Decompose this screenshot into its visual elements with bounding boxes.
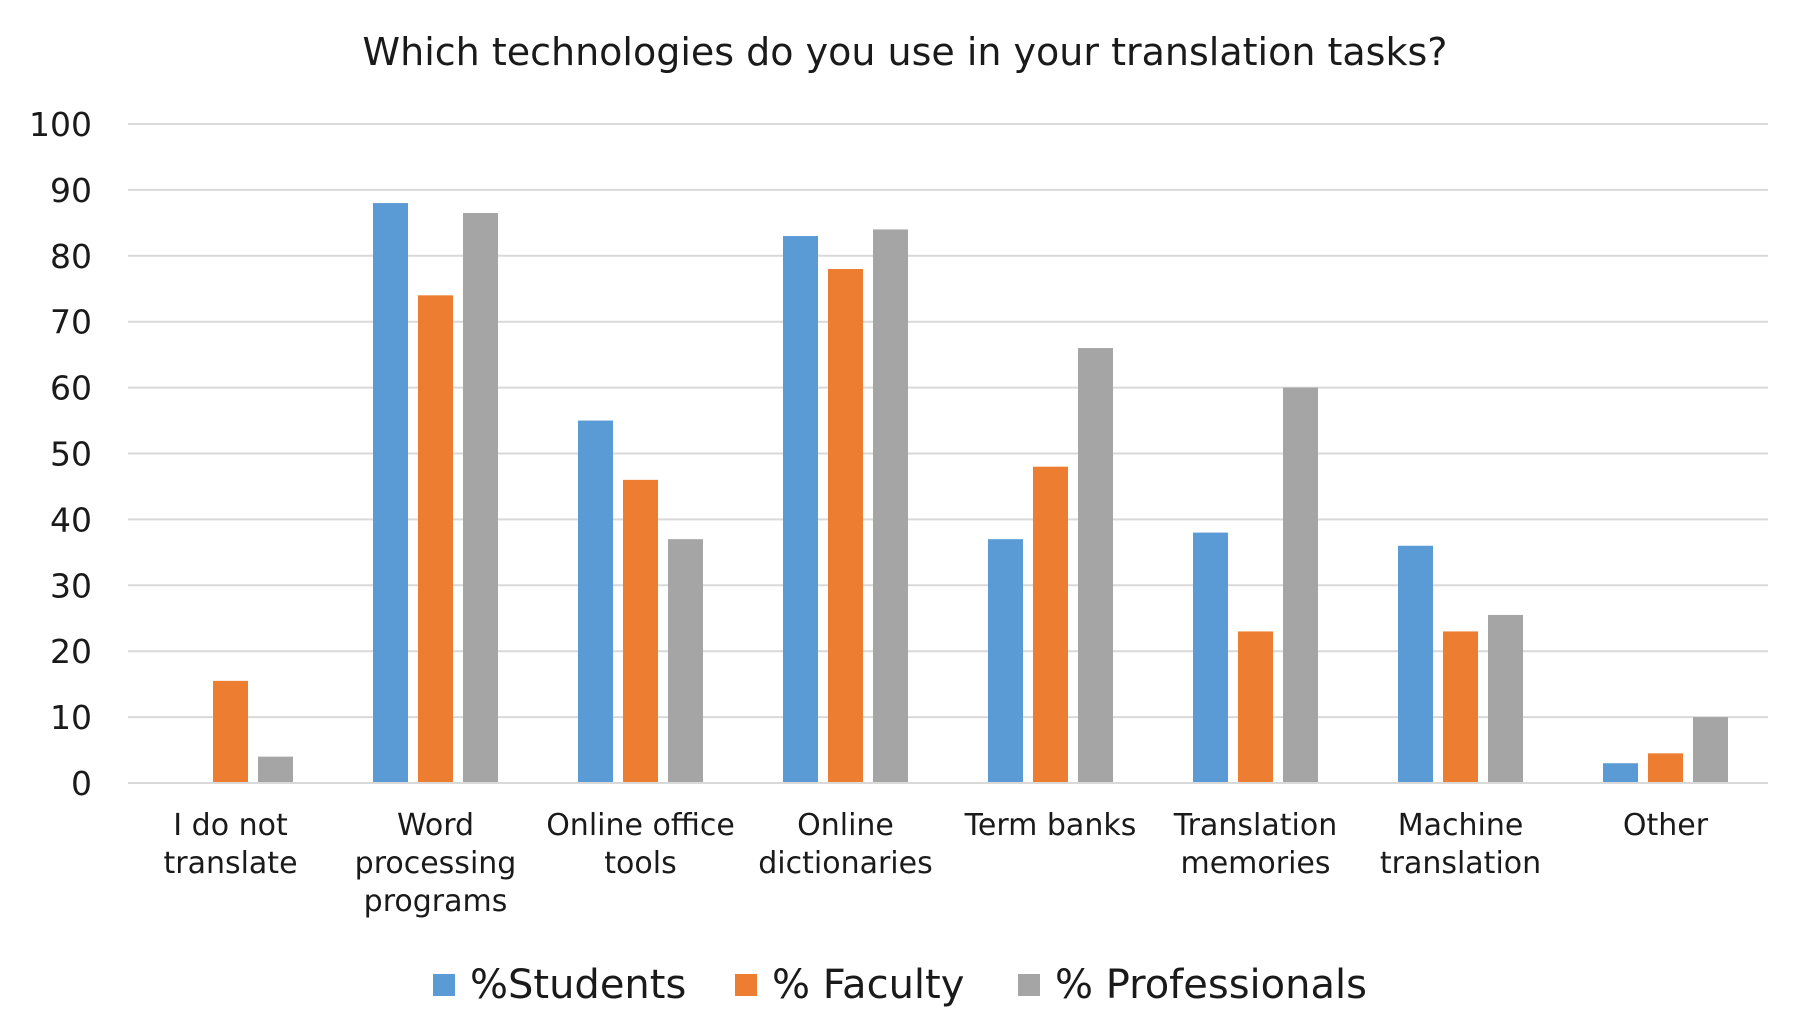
- y-axis-ticks: 0 10 20 30 40 50 60 70 80 90 100: [29, 105, 92, 803]
- legend-swatch-2: [1018, 974, 1040, 996]
- x-tick-label-line: dictionaries: [758, 846, 932, 881]
- x-tick-label: Online dictionaries: [758, 808, 932, 881]
- x-tick-label-line: Translation: [1173, 808, 1337, 843]
- bar-0-2: [578, 420, 613, 783]
- y-tick-label: 50: [50, 435, 92, 474]
- y-tick-label: 30: [50, 566, 92, 605]
- y-tick-label: 0: [71, 764, 92, 803]
- y-tick-label: 40: [50, 500, 92, 539]
- bar-2-3: [873, 229, 908, 783]
- legend-label-0: %Students: [470, 962, 686, 1008]
- x-axis-ticks: I do not translate Word processing programs O…: [163, 808, 1708, 919]
- chart-title: Which technologies do you use in your tr…: [363, 30, 1448, 74]
- x-tick-label-line: programs: [364, 884, 508, 919]
- legend-label-2: % Professionals: [1055, 962, 1367, 1008]
- x-tick-label-line: Other: [1623, 808, 1709, 843]
- x-tick-label: I do not translate: [163, 808, 297, 881]
- bar-1-4: [1033, 466, 1068, 783]
- x-tick-label-line: translate: [163, 846, 297, 881]
- bar-2-6: [1488, 614, 1523, 783]
- bar-1-2: [623, 479, 658, 783]
- bar-0-6: [1398, 545, 1433, 783]
- y-tick-label: 80: [50, 237, 92, 276]
- bar-2-5: [1283, 387, 1318, 783]
- bar-2-0: [258, 756, 293, 783]
- x-tick-label-line: Online: [797, 808, 894, 843]
- bar-1-5: [1238, 631, 1273, 783]
- bar-1-6: [1443, 631, 1478, 783]
- legend-swatch-1: [735, 974, 757, 996]
- bar-2-4: [1078, 348, 1113, 783]
- x-tick-label-line: memories: [1180, 846, 1330, 881]
- x-tick-label-line: Word: [397, 808, 474, 843]
- bar-0-7: [1603, 763, 1638, 783]
- bar-2-1: [463, 212, 498, 784]
- x-tick-label-line: tools: [604, 846, 676, 881]
- x-tick-label-line: translation: [1380, 846, 1541, 881]
- x-tick-label: Machine translation: [1380, 808, 1541, 881]
- bar-1-1: [418, 295, 453, 783]
- bar-1-0: [213, 680, 248, 783]
- x-tick-label: Word processing programs: [355, 808, 517, 919]
- bar-0-4: [988, 539, 1023, 783]
- bar-1-3: [828, 268, 863, 784]
- x-tick-label-line: Term banks: [964, 808, 1137, 843]
- y-tick-label: 60: [50, 369, 92, 408]
- bar-2-7: [1693, 717, 1728, 783]
- x-tick-label: Online office tools: [546, 808, 735, 881]
- y-tick-label: 90: [50, 171, 92, 210]
- x-tick-label: Other: [1623, 808, 1709, 843]
- x-tick-label: Translation memories: [1173, 808, 1337, 881]
- x-tick-label-line: Online office: [546, 808, 735, 843]
- x-tick-label: Term banks: [964, 808, 1137, 843]
- bar-0-5: [1193, 532, 1228, 783]
- legend-swatch-0: [433, 974, 455, 996]
- bar-0-3: [783, 236, 818, 783]
- legend: %Students % Faculty % Professionals: [433, 962, 1367, 1008]
- bar-1-7: [1648, 753, 1683, 783]
- x-tick-label-line: processing: [355, 846, 517, 881]
- legend-label-1: % Faculty: [772, 962, 964, 1008]
- x-tick-label-line: Machine: [1398, 808, 1524, 843]
- y-tick-label: 70: [50, 303, 92, 342]
- y-tick-label: 10: [50, 698, 92, 737]
- bar-2-2: [668, 539, 703, 783]
- bars: [213, 203, 1728, 784]
- y-tick-label: 20: [50, 632, 92, 671]
- y-tick-label: 100: [29, 105, 92, 144]
- x-tick-label-line: I do not: [173, 808, 288, 843]
- bar-0-1: [373, 203, 408, 783]
